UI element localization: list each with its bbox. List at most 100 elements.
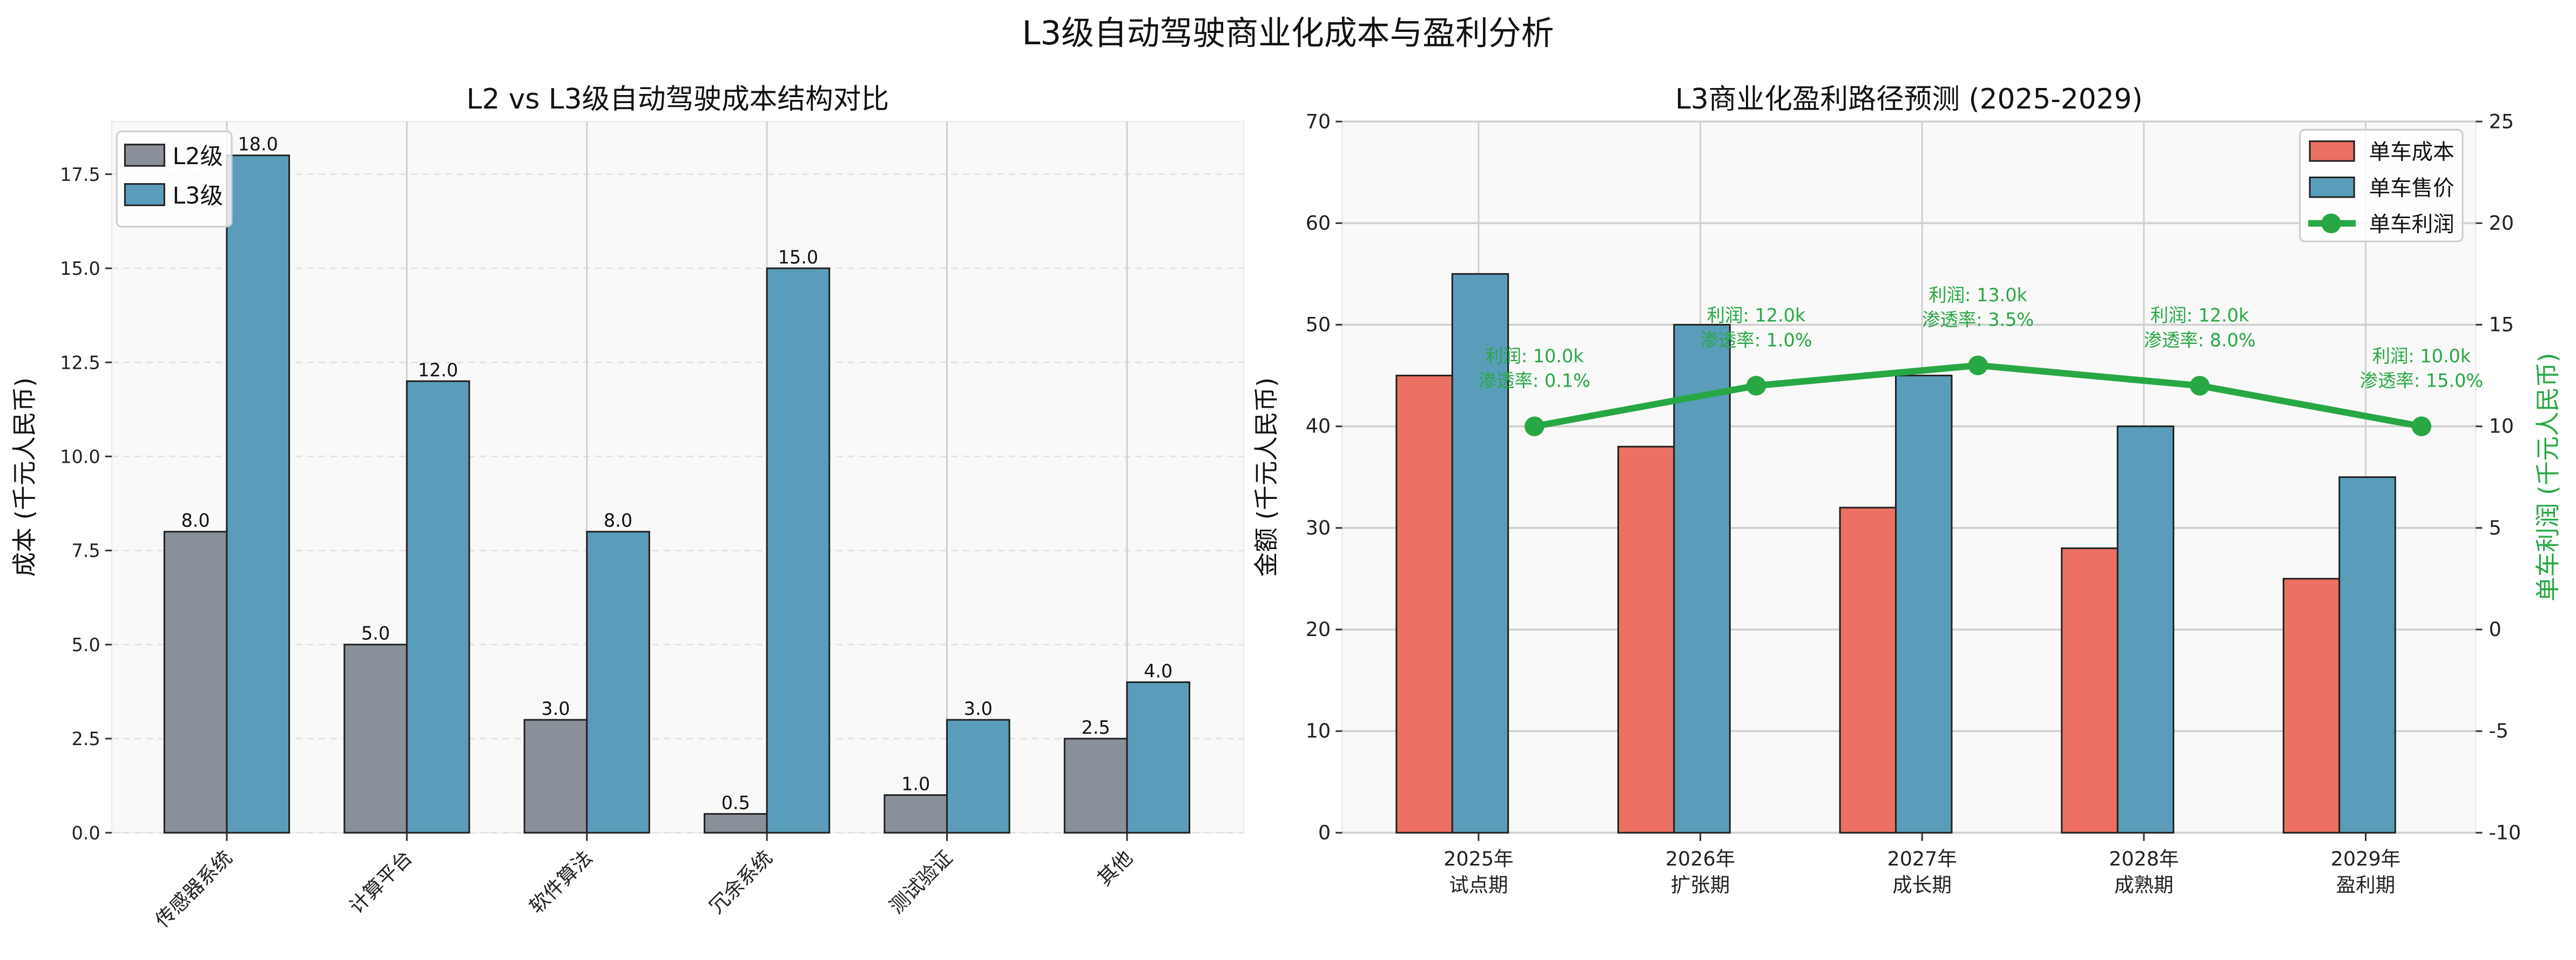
- bar-l3: [1126, 681, 1191, 834]
- x-tick-label: 2026年: [1665, 847, 1735, 870]
- y-tick-label: 30: [1306, 516, 1331, 539]
- bar-price: [2116, 425, 2175, 834]
- legend-swatch: [124, 144, 165, 167]
- x-tick-label: 2027年: [1887, 847, 1957, 870]
- bar-cost: [1395, 374, 1453, 834]
- data-label: 5.0: [361, 623, 390, 644]
- profit-annotation: 渗透率: 15.0%: [2360, 370, 2484, 391]
- y2-tick-label: 20: [2489, 211, 2514, 234]
- y-tick-label: 60: [1306, 211, 1331, 234]
- y-axis-label: 成本 (千元人民币): [10, 377, 39, 577]
- x-tick-label: 2028年: [2109, 847, 2179, 870]
- x-tick-label: 盈利期: [2336, 874, 2396, 897]
- x-tick-label: 成熟期: [2114, 874, 2174, 897]
- y-tick-label: 17.5: [60, 164, 100, 185]
- cost-structure-chart: L2 vs L3级自动驾驶成本结构对比 0.0 2.5 5.0 7.5 10.0 12.5 1…: [10, 83, 1245, 932]
- y-tick-label: 10: [1306, 719, 1331, 742]
- profit-annotation: 渗透率: 3.5%: [1922, 309, 2034, 330]
- profit-annotation: 渗透率: 0.1%: [1479, 370, 1590, 391]
- y2-tick-label: 0: [2489, 618, 2501, 641]
- plot-area: [111, 120, 1245, 834]
- x-tick-label: 测试验证: [885, 846, 957, 918]
- x-tick-label: 2025年: [1444, 847, 1513, 870]
- legend-swatch-marker: [2321, 213, 2341, 233]
- legend-label: L2级: [173, 143, 223, 170]
- y2-tick-label: -10: [2489, 821, 2521, 844]
- data-label: 12.0: [418, 360, 458, 381]
- bar-price: [2338, 476, 2396, 834]
- y2-tick-label: 10: [2489, 415, 2514, 438]
- data-label: 2.5: [1081, 717, 1110, 738]
- bar-l2: [1063, 738, 1128, 834]
- legend-swatch: [2309, 177, 2355, 198]
- y-tick-label: 15.0: [60, 258, 100, 279]
- legend-label: L3级: [173, 182, 223, 209]
- bar-l3: [586, 531, 650, 834]
- x-tick-label: 试点期: [1449, 874, 1508, 897]
- chart-title: L2 vs L3级自动驾驶成本结构对比: [467, 83, 889, 116]
- chart-title: L3商业化盈利路径预测 (2025-2029): [1675, 83, 2143, 116]
- profit-point: [2411, 416, 2432, 436]
- bar-cost: [1839, 506, 1897, 834]
- x-tick-label: 扩张期: [1671, 874, 1730, 897]
- bar-cost: [2061, 547, 2119, 834]
- profit-point: [1968, 355, 1988, 375]
- y-tick-label: 50: [1306, 313, 1331, 336]
- profit-point: [2190, 376, 2210, 396]
- bar-price: [1894, 374, 1953, 834]
- x-tick-label: 软件算法: [525, 846, 597, 918]
- profit-annotation: 利润: 13.0k: [1928, 285, 2027, 306]
- profit-path-chart: L3商业化盈利路径预测 (2025-2029)010203040506070-1…: [1252, 83, 2562, 897]
- x-tick-label: 成长期: [1892, 874, 1952, 897]
- y2-tick-label: 5: [2489, 516, 2501, 539]
- data-label: 15.0: [778, 247, 819, 268]
- bar-l3: [406, 380, 470, 834]
- x-tick-label: 其他: [1093, 846, 1137, 890]
- data-label: 3.0: [964, 698, 993, 719]
- data-label: 0.5: [721, 792, 750, 813]
- legend-swatch: [2309, 140, 2355, 162]
- y-tick-label: 0.0: [71, 822, 100, 843]
- legend-swatch: [124, 183, 165, 206]
- profit-annotation: 利润: 10.0k: [1485, 346, 1584, 367]
- y-axis-label: 金额 (千元人民币): [1252, 377, 1281, 577]
- profit-annotation: 利润: 12.0k: [1707, 305, 1806, 326]
- data-label: 3.0: [541, 698, 570, 719]
- figure-title: L3级自动驾驶商业化成本与盈利分析: [1022, 15, 1554, 52]
- profit-annotation: 渗透率: 1.0%: [1700, 329, 1812, 350]
- bar-l2: [523, 719, 588, 834]
- y-tick-label: 12.5: [60, 352, 100, 373]
- profit-point: [1525, 416, 1545, 436]
- profit-annotation: 渗透率: 8.0%: [2144, 329, 2256, 350]
- data-label: 18.0: [238, 134, 278, 155]
- x-tick-label: 冗余系统: [705, 846, 777, 918]
- data-label: 8.0: [181, 510, 210, 531]
- x-tick-label: 计算平台: [345, 846, 417, 918]
- y2-axis-label: 单车利润 (千元人民币): [2533, 353, 2562, 601]
- bar-l2: [343, 644, 408, 834]
- bar-l3: [766, 267, 831, 834]
- y-tick-label: 5.0: [71, 634, 100, 655]
- profit-point: [1746, 376, 1766, 396]
- bar-l2: [884, 794, 948, 834]
- bar-cost: [2282, 578, 2341, 834]
- bar-price: [1673, 323, 1731, 834]
- legend-label: 单车成本: [2369, 140, 2454, 165]
- x-tick-label: 传感器系统: [151, 846, 237, 932]
- bar-l2: [163, 531, 228, 834]
- y-tick-label: 40: [1306, 415, 1331, 438]
- profit-annotation: 利润: 10.0k: [2372, 346, 2471, 367]
- data-label: 8.0: [604, 510, 632, 531]
- y-tick-label: 10.0: [60, 447, 100, 468]
- legend-label: 单车售价: [2369, 176, 2454, 201]
- profit-annotation: 利润: 12.0k: [2150, 305, 2249, 326]
- y-tick-label: 70: [1306, 110, 1331, 133]
- legend-label: 单车利润: [2369, 212, 2454, 237]
- bar-price: [1451, 273, 1509, 834]
- data-label: 4.0: [1144, 660, 1172, 681]
- y-tick-label: 20: [1306, 618, 1331, 641]
- y-tick-label: 0: [1318, 821, 1331, 844]
